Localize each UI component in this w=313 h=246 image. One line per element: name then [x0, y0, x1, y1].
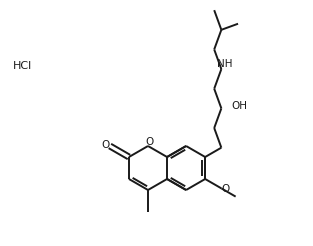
- Text: O: O: [102, 140, 110, 150]
- Text: HCl: HCl: [13, 61, 32, 71]
- Text: NH: NH: [217, 59, 232, 69]
- Text: O: O: [145, 137, 153, 147]
- Text: OH: OH: [231, 101, 247, 111]
- Text: O: O: [221, 184, 229, 194]
